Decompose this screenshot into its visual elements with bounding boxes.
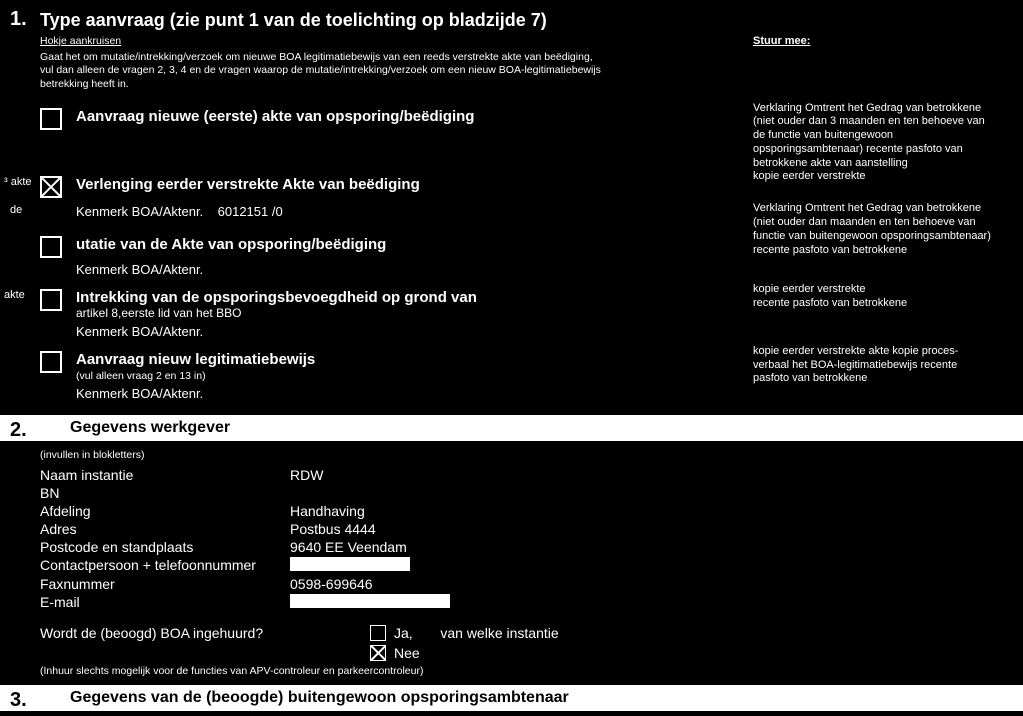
hokje-aankruisen: Hokje aankruisen [40, 35, 121, 49]
lbl-email: E-mail [40, 594, 270, 611]
intro-line-1: Gaat het om mutatie/intrekking/verzoek o… [40, 51, 993, 65]
opt1-prefix: Aanvraag [76, 108, 149, 125]
stuur-opt5: kopie eerder verstrekte akte kopie proce… [745, 345, 993, 407]
ans-nee: Nee [394, 645, 420, 661]
opt1-suffix: (eerste) akte van opsporing/beëdiging [199, 108, 474, 125]
note-akte-1: ³ akte [4, 176, 34, 188]
opt4-suffix: van de opsporingsbevoegdheid op grond va… [148, 289, 477, 306]
checkbox-nee[interactable] [370, 645, 386, 661]
kenmerk2-lbl: Kenmerk BOA/Aktenr. [76, 262, 203, 277]
kenmerk3-lbl: Kenmerk BOA/Aktenr. [76, 324, 203, 339]
stuur-opt2b: Verklaring Omtrent het Gedrag van betrok… [745, 202, 993, 230]
stuur-opt4: kopie eerder verstrekte recente pasfoto … [745, 283, 993, 345]
section3-number: 3. [10, 689, 27, 712]
checkbox-verlenging[interactable] [40, 176, 62, 198]
section3-title: Gegevens van de (beoogde) buitengewoon o… [70, 689, 569, 706]
opt2-bold: Verlenging [76, 176, 153, 193]
lbl-afd: Afdeling [40, 503, 270, 519]
val-afd: Handhaving [290, 503, 600, 519]
stuur-opt2: kopie eerder verstrekte [745, 170, 993, 202]
val-fax: 0598-699646 [290, 576, 600, 592]
checkbox-aanvraag-nieuwe[interactable] [40, 108, 62, 130]
lbl-fax: Faxnummer [40, 576, 270, 592]
kenmerk1-lbl: Kenmerk BOA/Aktenr. [76, 204, 203, 219]
lbl-adres: Adres [40, 521, 270, 537]
checkbox-ja[interactable] [370, 625, 386, 641]
section2-title: Gegevens werkgever [70, 419, 230, 436]
redact-contact [290, 557, 410, 571]
val-post: 9640 EE Veendam [290, 539, 600, 555]
inhuur-note: (Inhuur slechts mogelijk voor de functie… [40, 665, 993, 677]
lbl-post: Postcode en standplaats [40, 539, 270, 555]
opt2-suffix: eerder verstrekte Akte van beëdiging [153, 176, 420, 193]
val-naam: RDW [290, 467, 600, 483]
kenmerk4-lbl: Kenmerk BOA/Aktenr. [76, 386, 203, 401]
opt5-sub: (vul alleen vraag 2 en 13 in) [76, 370, 206, 382]
ans-ja-inst: van welke instantie [440, 625, 558, 641]
note-de: de [10, 204, 40, 216]
redact-email [290, 594, 450, 608]
intro-line-3: betrekking heeft in. [40, 78, 993, 92]
checkbox-mutatie[interactable] [40, 236, 62, 258]
val-adres: Postbus 4444 [290, 521, 600, 537]
stuur-opt1: Verklaring Omtrent het Gedrag van betrok… [745, 102, 993, 171]
section1-title: Type aanvraag (zie punt 1 van de toelich… [40, 10, 993, 31]
inhuur-question: Wordt de (beoogd) BOA ingehuurd? [40, 625, 350, 641]
checkbox-nieuw-legit[interactable] [40, 351, 62, 373]
stuur-mee: Stuur mee: [745, 35, 993, 49]
opt4-sub: artikel 8,eerste lid van het BBO [76, 306, 241, 320]
lbl-bn: BN [40, 485, 270, 501]
kenmerk1-val: 6012151 /0 [218, 204, 283, 219]
section1-number: 1. [10, 8, 27, 31]
opt3-suffix: van de Akte van opsporing/beëdiging [116, 236, 386, 253]
checkbox-intrekking[interactable] [40, 289, 62, 311]
opt3-bold: utatie [76, 236, 116, 253]
note-akte-2: akte [4, 289, 34, 301]
intro-line-2: vul dan alleen de vragen 2, 3, 4 en de v… [40, 64, 993, 78]
opt5-bold: nieuw legitimatiebewijs [149, 351, 316, 368]
lbl-naam: Naam instantie [40, 467, 270, 483]
ans-ja: Ja, [394, 625, 413, 641]
lbl-contact: Contactpersoon + telefoonnummer [40, 557, 270, 574]
section2-note: (invullen in blokletters) [40, 449, 993, 461]
opt1-bold: nieuwe [149, 108, 200, 125]
opt4-bold: Intrekking [76, 289, 148, 306]
section2-number: 2. [10, 419, 27, 442]
opt5-prefix: Aanvraag [76, 351, 149, 368]
stuur-opt3: functie van buitengewoon opsporingsambte… [745, 230, 993, 283]
